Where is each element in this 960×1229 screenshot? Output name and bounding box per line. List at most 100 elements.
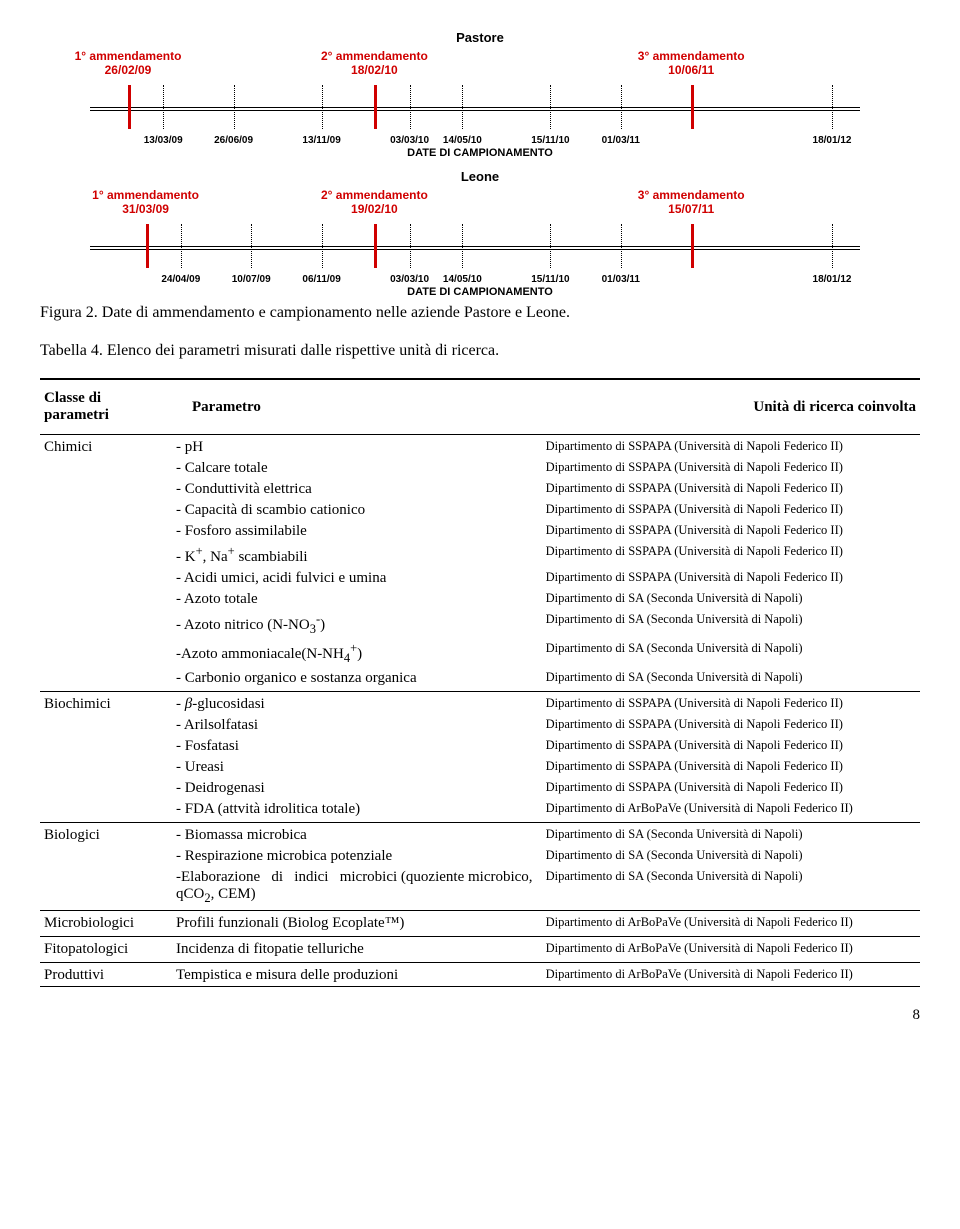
table-row: - UreasiDipartimento di SSPAPA (Universi… xyxy=(40,757,920,778)
table-row: - Acidi umici, acidi fulvici e uminaDipa… xyxy=(40,568,920,589)
cell-unit: Dipartimento di SA (Seconda Università d… xyxy=(542,589,920,610)
amend-label: 2° ammendamento18/02/10 xyxy=(321,49,428,78)
cell-unit: Dipartimento di SSPAPA (Università di Na… xyxy=(542,778,920,799)
axis: 24/04/0910/07/0906/11/0903/03/1014/05/10… xyxy=(40,224,920,274)
cell-param: - β-glucosidasi xyxy=(172,692,542,716)
amend-row: 1° ammendamento26/02/092° ammendamento18… xyxy=(40,49,920,81)
cell-class: Biochimici xyxy=(40,692,172,716)
cell-unit: Dipartimento di SA (Seconda Università d… xyxy=(542,668,920,692)
sample-date-label: 24/04/09 xyxy=(161,274,200,285)
cell-class xyxy=(40,846,172,867)
cell-class xyxy=(40,610,172,639)
table-row: Biologici- Biomassa microbicaDipartiment… xyxy=(40,823,920,847)
table-row: - Fosforo assimilabileDipartimento di SS… xyxy=(40,521,920,542)
table-row: - DeidrogenasiDipartimento di SSPAPA (Un… xyxy=(40,778,920,799)
cell-unit: Dipartimento di SSPAPA (Università di Na… xyxy=(542,500,920,521)
cell-param: - Fosfatasi xyxy=(172,736,542,757)
cell-param: - Ureasi xyxy=(172,757,542,778)
cell-class xyxy=(40,479,172,500)
cell-class xyxy=(40,799,172,823)
cell-class: Biologici xyxy=(40,823,172,847)
timeline-title: Leone xyxy=(40,169,920,184)
cell-param: -Elaborazione di indici microbici (quozi… xyxy=(172,867,542,911)
cell-param: - Conduttività elettrica xyxy=(172,479,542,500)
sample-date-label: 13/11/09 xyxy=(302,135,340,146)
table-row: - Respirazione microbica potenzialeDipar… xyxy=(40,846,920,867)
cell-class xyxy=(40,778,172,799)
table-row: FitopatologiciIncidenza di fitopatie tel… xyxy=(40,937,920,963)
amend-label: 3° ammendamento10/06/11 xyxy=(638,49,745,78)
cell-class xyxy=(40,757,172,778)
sample-date-label: 13/03/09 xyxy=(144,135,183,146)
cell-param: - pH xyxy=(172,435,542,459)
cell-param: - Acidi umici, acidi fulvici e umina xyxy=(172,568,542,589)
table-row: -Azoto ammoniacale(N-NH4+)Dipartimento d… xyxy=(40,639,920,668)
timeline-title: Pastore xyxy=(40,30,920,45)
sample-date-label: 18/01/12 xyxy=(813,274,852,285)
cell-unit: Dipartimento di ArBoPaVe (Università di … xyxy=(542,799,920,823)
cell-param: - Calcare totale xyxy=(172,458,542,479)
cell-class xyxy=(40,568,172,589)
cell-param: - K+, Na+ scambiabili xyxy=(172,542,542,568)
cell-param: - Azoto totale xyxy=(172,589,542,610)
table-row: - Azoto nitrico (N-NO3-)Dipartimento di … xyxy=(40,610,920,639)
cell-param: - FDA (attvità idrolitica totale) xyxy=(172,799,542,823)
amend-label: 3° ammendamento15/07/11 xyxy=(638,188,745,217)
cell-param: - Azoto nitrico (N-NO3-) xyxy=(172,610,542,639)
axis-line xyxy=(90,107,860,111)
cell-unit: Dipartimento di ArBoPaVe (Università di … xyxy=(542,937,920,963)
cell-param: - Fosforo assimilabile xyxy=(172,521,542,542)
cell-unit: Dipartimento di SSPAPA (Università di Na… xyxy=(542,715,920,736)
cell-param: - Capacità di scambio cationico xyxy=(172,500,542,521)
col-param: Parametro xyxy=(172,379,542,435)
cell-class xyxy=(40,867,172,911)
sample-date-label: 18/01/12 xyxy=(813,135,852,146)
cell-class: Fitopatologici xyxy=(40,937,172,963)
sample-date-label: 03/03/10 xyxy=(390,274,429,285)
cell-class xyxy=(40,639,172,668)
amend-label: 2° ammendamento19/02/10 xyxy=(321,188,428,217)
table-row: - Azoto totaleDipartimento di SA (Second… xyxy=(40,589,920,610)
table-row: - Calcare totaleDipartimento di SSPAPA (… xyxy=(40,458,920,479)
sample-date-label: 03/03/10 xyxy=(390,135,429,146)
col-class: Classe di parametri xyxy=(40,379,172,435)
cell-unit: Dipartimento di SA (Seconda Università d… xyxy=(542,867,920,911)
cell-unit: Dipartimento di SSPAPA (Università di Na… xyxy=(542,435,920,459)
table-row: - Carbonio organico e sostanza organicaD… xyxy=(40,668,920,692)
cell-param: - Arilsolfatasi xyxy=(172,715,542,736)
timeline-leone: Leone 1° ammendamento31/03/09 2° ammendam… xyxy=(40,169,920,298)
table-row: - FDA (attvità idrolitica totale)Diparti… xyxy=(40,799,920,823)
cell-class xyxy=(40,668,172,692)
cell-param: - Carbonio organico e sostanza organica xyxy=(172,668,542,692)
cell-class xyxy=(40,542,172,568)
timeline-footer: DATE DI CAMPIONAMENTO xyxy=(40,286,920,298)
table-row: Chimici- pHDipartimento di SSPAPA (Unive… xyxy=(40,435,920,459)
cell-unit: Dipartimento di SSPAPA (Università di Na… xyxy=(542,521,920,542)
cell-param: - Deidrogenasi xyxy=(172,778,542,799)
cell-param: - Respirazione microbica potenziale xyxy=(172,846,542,867)
cell-unit: Dipartimento di SSPAPA (Università di Na… xyxy=(542,568,920,589)
cell-unit: Dipartimento di SA (Seconda Università d… xyxy=(542,639,920,668)
table-row: -Elaborazione di indici microbici (quozi… xyxy=(40,867,920,911)
sample-date-label: 06/11/09 xyxy=(302,274,340,285)
table-row: Biochimici- β-glucosidasiDipartimento di… xyxy=(40,692,920,716)
table-row: - FosfatasiDipartimento di SSPAPA (Unive… xyxy=(40,736,920,757)
cell-class xyxy=(40,458,172,479)
cell-param: - Biomassa microbica xyxy=(172,823,542,847)
table-row: MicrobiologiciProfili funzionali (Biolog… xyxy=(40,911,920,937)
table-row: - Conduttività elettricaDipartimento di … xyxy=(40,479,920,500)
sample-date-label: 10/07/09 xyxy=(232,274,271,285)
cell-class: Chimici xyxy=(40,435,172,459)
cell-unit: Dipartimento di SA (Seconda Università d… xyxy=(542,610,920,639)
amend-label: 1° ammendamento31/03/09 xyxy=(92,188,199,217)
cell-param: Incidenza di fitopatie telluriche xyxy=(172,937,542,963)
cell-unit: Dipartimento di ArBoPaVe (Università di … xyxy=(542,911,920,937)
sample-date-label: 14/05/10 xyxy=(443,135,482,146)
cell-unit: Dipartimento di SSPAPA (Università di Na… xyxy=(542,458,920,479)
amend-row: 1° ammendamento31/03/09 2° ammendamento19… xyxy=(40,188,920,220)
table-row: - Capacità di scambio cationicoDipartime… xyxy=(40,500,920,521)
timeline-pastore: Pastore 1° ammendamento26/02/092° ammend… xyxy=(40,30,920,159)
cell-class xyxy=(40,521,172,542)
sample-date-label: 26/06/09 xyxy=(214,135,253,146)
params-body: Chimici- pHDipartimento di SSPAPA (Unive… xyxy=(40,435,920,987)
